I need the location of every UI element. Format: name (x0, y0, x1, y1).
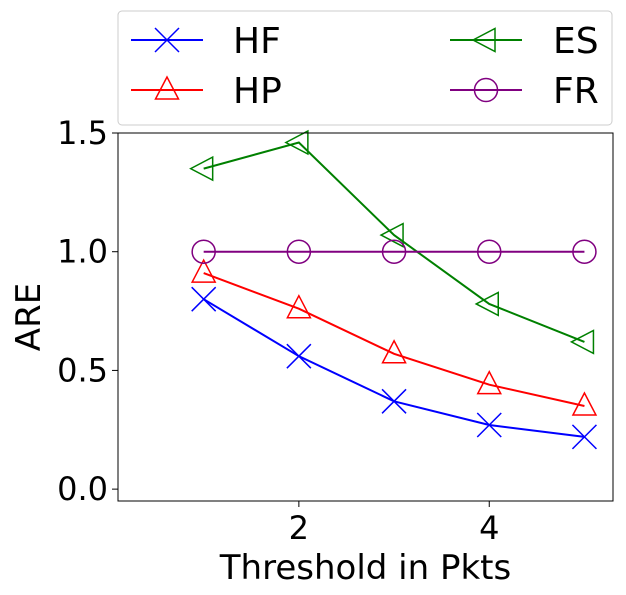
x-axis-title: Threshold in Pkts (219, 548, 511, 588)
legend-label: FR (553, 71, 599, 112)
data-point-es (189, 155, 214, 182)
data-point-es (474, 291, 499, 317)
data-point-hp (571, 391, 598, 416)
data-point-fr (381, 239, 407, 264)
data-point-es (569, 329, 595, 355)
legend-label: HF (233, 21, 281, 62)
y-tick-label: 1.5 (57, 114, 108, 152)
legend-box (117, 10, 613, 126)
y-tick-label: 0.5 (57, 351, 108, 389)
data-point-fr (191, 239, 216, 264)
legend-item-hp: HP (131, 71, 282, 112)
data-point-hf (286, 343, 312, 369)
data-point-hp (286, 294, 312, 319)
legend-item-es: ES (450, 21, 599, 62)
data-point-hf (571, 424, 597, 450)
data-point-hp (381, 339, 407, 364)
data-point-hp (476, 370, 502, 395)
legend-label: ES (553, 21, 599, 62)
legend-marker (473, 77, 499, 103)
y-tick-label: 0.0 (57, 470, 108, 508)
x-tick-label: 4 (479, 509, 499, 547)
plot-frame (117, 132, 614, 502)
series-line-hp (203, 272, 585, 408)
data-point-hp (190, 258, 217, 283)
data-point-fr (286, 239, 312, 264)
data-point-hf (381, 388, 407, 414)
data-point-es (284, 129, 309, 156)
legend-item-hf: HF (131, 21, 281, 62)
legend-label: HP (233, 71, 282, 112)
legend-marker (154, 27, 180, 53)
series-line-es (203, 141, 585, 343)
legend-item-fr: FR (450, 71, 599, 112)
y-axis-title: ARE (9, 283, 49, 351)
x-tick-label: 2 (289, 509, 309, 547)
legend-marker (154, 75, 180, 100)
data-point-fr (572, 239, 597, 264)
data-point-hf (191, 286, 217, 312)
y-tick-label: 1.0 (57, 233, 108, 271)
legend-marker (471, 27, 496, 53)
data-point-hf (476, 412, 502, 438)
data-point-fr (477, 239, 502, 264)
